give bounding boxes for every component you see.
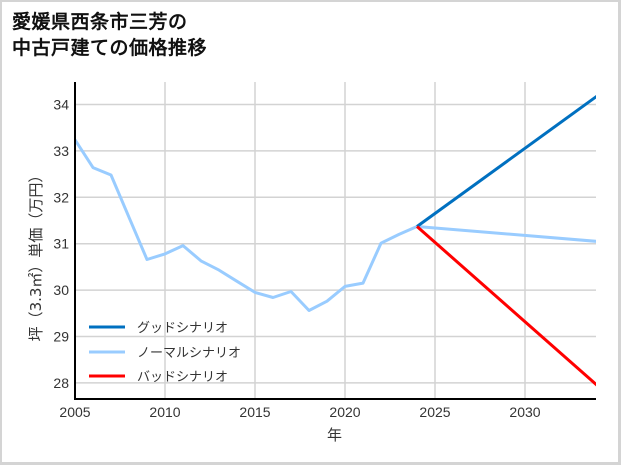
y-tick-label: 30 (53, 282, 69, 298)
series-line-1 (75, 138, 596, 312)
x-tick-label: 2010 (149, 404, 180, 420)
legend-label-0: グッドシナリオ (137, 321, 228, 336)
axes (74, 82, 596, 400)
y-tick-label: 33 (53, 143, 69, 159)
tick-labels: 28 29 30 31 32 33 34 2005 2010 2015 2020 2025 2030 (53, 97, 540, 421)
x-tick-label: 2015 (239, 404, 270, 420)
y-tick-label: 34 (53, 97, 69, 113)
x-tick-label: 2020 (329, 404, 360, 420)
legend-label-1: ノーマルシナリオ (137, 346, 241, 361)
series-line-0 (416, 94, 596, 228)
x-tick-label: 2005 (59, 404, 90, 420)
y-tick-label: 32 (53, 189, 69, 205)
x-tick-label: 2025 (419, 404, 450, 420)
series-lines (75, 94, 596, 387)
y-tick-label: 28 (53, 375, 69, 391)
x-tick-label: 2030 (509, 404, 540, 420)
chart-title-line-2: 中古戸建ての価格推移 (12, 37, 208, 59)
y-tick-label: 29 (53, 329, 69, 345)
y-tick-label: 31 (53, 236, 69, 252)
gridlines (75, 82, 596, 399)
y-axis-label: 坪（3.3㎡）単価（万円） (27, 168, 45, 342)
legend-label-2: バッドシナリオ (137, 370, 228, 385)
chart-title-line-1: 愛媛県西条市三芳の (12, 11, 188, 33)
series-line-2 (416, 225, 596, 387)
x-axis-label: 年 (327, 426, 342, 444)
chart-title: 愛媛県西条市三芳の 中古戸建ての価格推移 (12, 9, 207, 61)
